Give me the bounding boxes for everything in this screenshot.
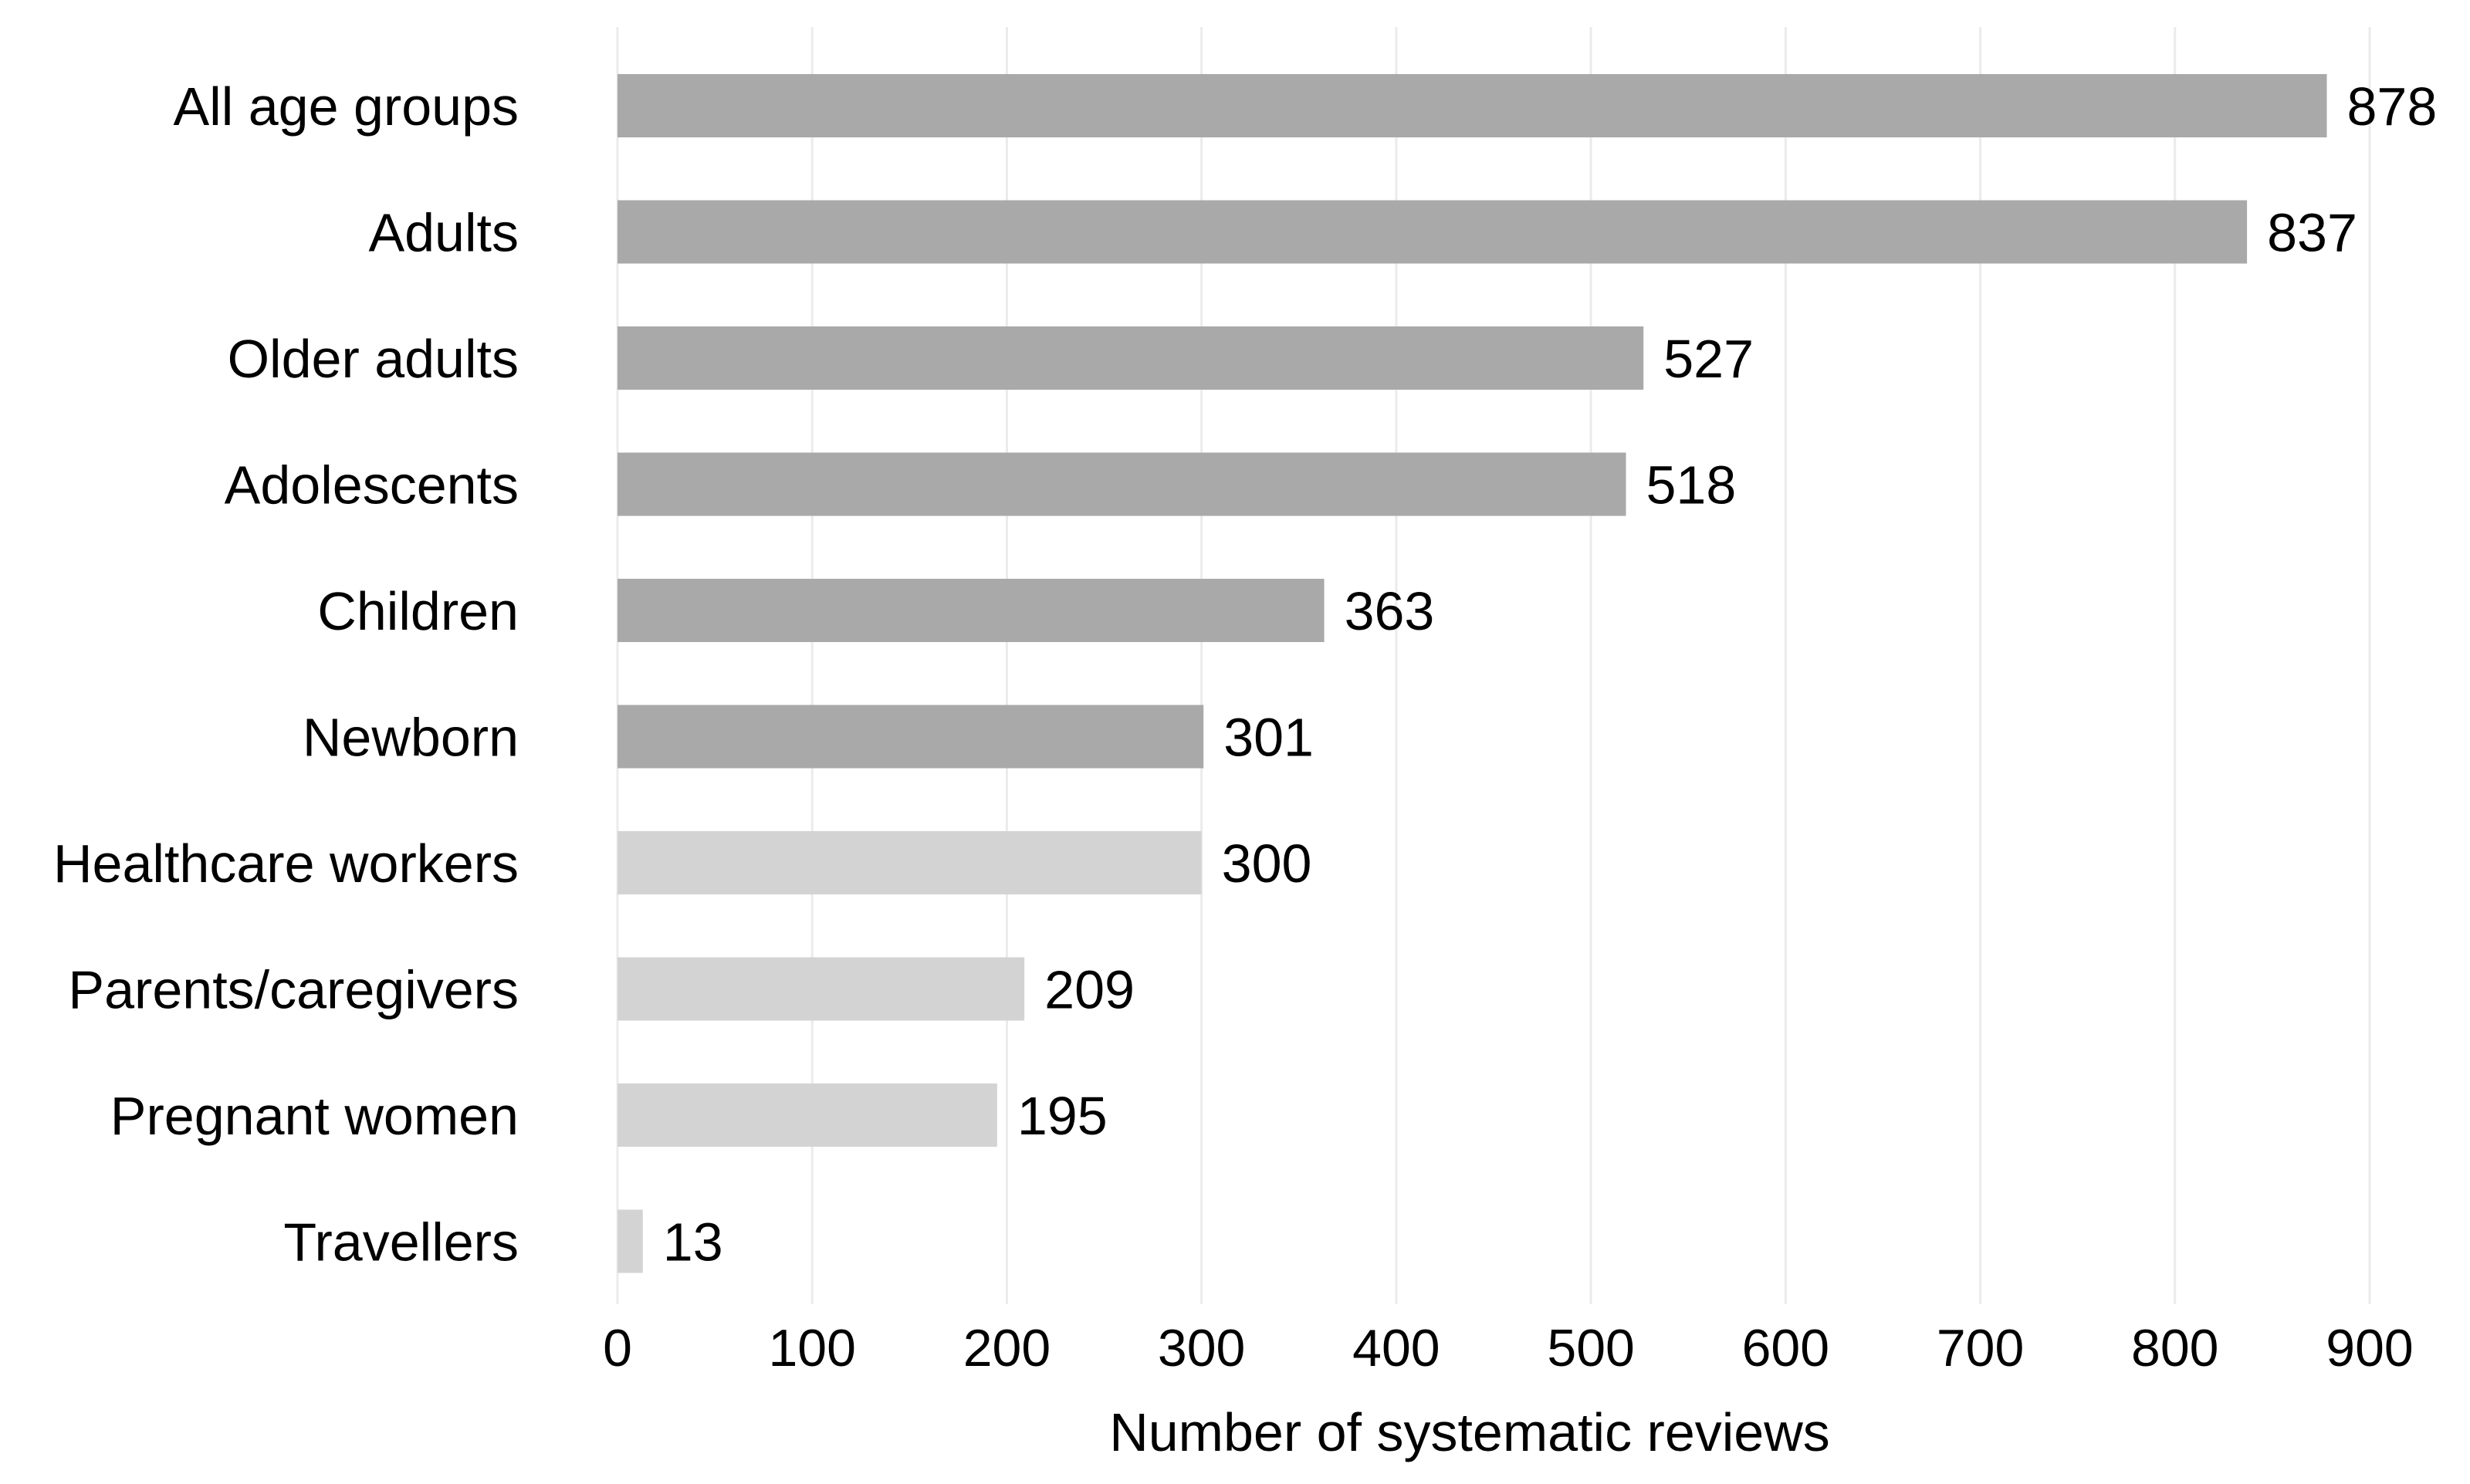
x-tick-label: 300 bbox=[1158, 1319, 1245, 1378]
bar-value-label: 195 bbox=[1017, 1086, 1108, 1146]
category-label: Parents/caregivers bbox=[68, 960, 519, 1020]
x-tick-label: 900 bbox=[2326, 1319, 2413, 1378]
category-labels: All age groups Adults Older adults Adolesce… bbox=[53, 76, 519, 1273]
category-label: All age groups bbox=[173, 76, 519, 137]
bar bbox=[618, 452, 1626, 516]
category-label: Children bbox=[317, 581, 519, 641]
x-tick-label: 800 bbox=[2131, 1319, 2218, 1378]
bar-value-label: 527 bbox=[1663, 329, 1754, 389]
x-tick-label: 600 bbox=[1742, 1319, 1829, 1378]
bar-value-label: 209 bbox=[1044, 960, 1135, 1020]
x-tick-label: 100 bbox=[768, 1319, 855, 1378]
x-tick-label: 0 bbox=[603, 1319, 632, 1378]
bars bbox=[618, 74, 2327, 1273]
category-label: Older adults bbox=[228, 329, 519, 389]
bar bbox=[618, 579, 1325, 642]
bar bbox=[618, 831, 1202, 894]
bar-value-label: 301 bbox=[1223, 708, 1314, 768]
bar bbox=[618, 957, 1025, 1021]
bar-value-label: 518 bbox=[1646, 455, 1737, 516]
category-label: Travellers bbox=[283, 1212, 519, 1273]
bar-value-label: 300 bbox=[1222, 833, 1312, 894]
bar-value-label: 837 bbox=[2267, 203, 2357, 263]
category-label: Adolescents bbox=[225, 455, 519, 516]
data-labels: 878 837 527 518 363 301 300 209 195 13 bbox=[663, 76, 2438, 1273]
bar-value-label: 13 bbox=[663, 1212, 723, 1273]
bar bbox=[618, 705, 1204, 769]
bar bbox=[618, 326, 1644, 390]
x-tick-label: 700 bbox=[1937, 1319, 2024, 1378]
x-tick-label: 200 bbox=[963, 1319, 1051, 1378]
x-tick-label: 500 bbox=[1547, 1319, 1634, 1378]
bar bbox=[618, 200, 2248, 264]
bar-value-label: 363 bbox=[1345, 581, 1435, 641]
x-axis-title: Number of systematic reviews bbox=[1109, 1402, 1830, 1462]
x-tick-label: 400 bbox=[1352, 1319, 1440, 1378]
bar bbox=[618, 74, 2327, 137]
category-label: Healthcare workers bbox=[53, 833, 519, 894]
bar bbox=[618, 1209, 643, 1273]
bar-value-label: 878 bbox=[2347, 76, 2438, 137]
category-label: Newborn bbox=[303, 708, 519, 768]
bar bbox=[618, 1083, 997, 1147]
x-axis-ticks: 0 100 200 300 400 500 600 700 800 900 bbox=[603, 1319, 2414, 1378]
category-label: Pregnant women bbox=[110, 1086, 519, 1146]
category-label: Adults bbox=[368, 203, 519, 263]
